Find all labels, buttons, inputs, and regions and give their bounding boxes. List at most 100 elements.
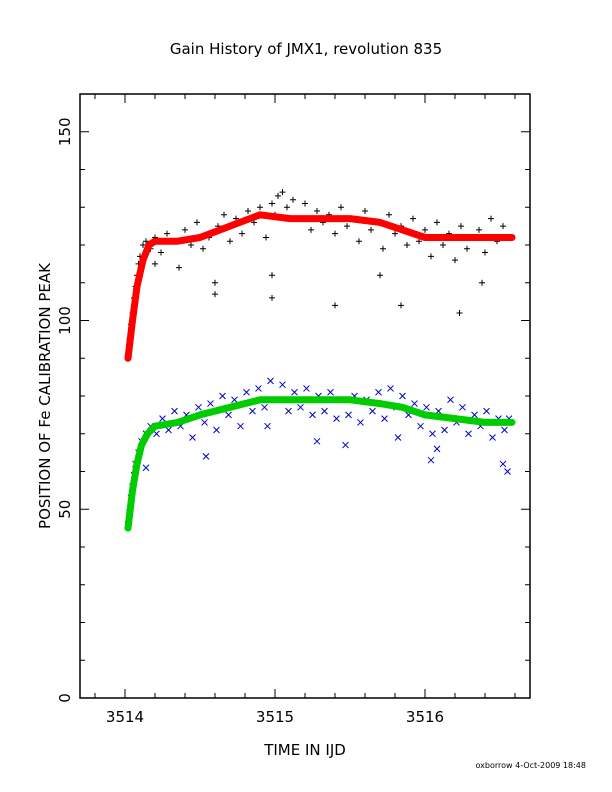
cross-marker-point	[321, 407, 328, 415]
cross-marker-point	[255, 385, 262, 392]
plus-marker-point	[275, 192, 281, 199]
cross-marker-point	[357, 419, 364, 426]
x-axis-label: TIME IN IJD	[263, 741, 346, 759]
cross-marker-point	[499, 460, 507, 468]
cross-marker-point	[267, 377, 274, 385]
cross-marker-point	[165, 426, 172, 434]
cross-marker-point	[303, 385, 310, 392]
plus-marker-point	[221, 211, 227, 218]
cross-marker-point	[501, 426, 508, 434]
plus-marker-point	[422, 226, 428, 233]
cross-marker-point	[202, 453, 210, 460]
cross-marker-point	[427, 456, 435, 464]
plus-marker-point	[176, 264, 182, 271]
cross-marker-point	[243, 388, 250, 396]
plus-marker-point	[377, 272, 383, 279]
plus-marker-point	[380, 245, 386, 252]
x-tick-label: 3514	[106, 708, 144, 726]
chart-title: Gain History of JMX1, revolution 835	[170, 40, 442, 58]
plus-marker-point	[212, 279, 218, 286]
cross-marker-point	[489, 434, 496, 441]
plus-marker-point	[410, 215, 416, 222]
plus-marker-point	[152, 260, 158, 267]
plus-marker-point	[212, 291, 218, 298]
cross-marker-point	[171, 407, 178, 415]
plus-marker-point	[500, 223, 506, 230]
plus-marker-point	[314, 208, 320, 215]
plus-marker-point	[476, 226, 482, 233]
cross-marker-point	[279, 381, 286, 389]
cross-marker-point	[342, 441, 349, 449]
cross-marker-point	[429, 430, 436, 438]
plus-marker-point	[245, 208, 251, 215]
footer-stamp: oxborrow 4-Oct-2009 18:48	[476, 761, 586, 770]
cross-marker-point	[394, 434, 402, 441]
cross-marker-point	[441, 426, 448, 434]
y-axis-ticks: 0 50 100 150	[56, 93, 530, 703]
plus-marker-point	[269, 272, 275, 279]
cross-marker-point	[459, 403, 466, 411]
plus-marker-point	[188, 242, 194, 248]
cross-marker-point	[411, 400, 418, 407]
plus-marker-point	[392, 230, 398, 237]
cross-marker-point	[471, 411, 478, 419]
plus-marker-point	[464, 245, 470, 252]
plus-marker-point	[308, 226, 314, 233]
plus-marker-point	[368, 226, 374, 233]
cross-marker-point	[159, 415, 166, 423]
plus-marker-point	[164, 230, 170, 237]
cross-marker-point	[297, 403, 304, 411]
fit-curves	[124, 211, 516, 532]
y-tick-label: 100	[56, 306, 74, 335]
cross-marker-point	[237, 422, 244, 430]
y-tick-label: 150	[56, 117, 74, 146]
plus-marker-point	[239, 230, 245, 237]
plus-marker-point	[290, 196, 296, 203]
plus-marker-point	[269, 294, 275, 301]
cross-marker-point	[447, 396, 454, 404]
cross-marker-point	[189, 434, 196, 441]
cross-marker-point	[195, 403, 202, 411]
cross-marker-point	[142, 464, 150, 472]
cross-marker-point	[313, 437, 321, 445]
plus-marker-point	[200, 245, 206, 252]
plus-marker-point	[302, 200, 308, 207]
plus-marker-point	[356, 238, 362, 245]
plus-marker-point	[434, 219, 440, 226]
cross-marker-point	[261, 403, 268, 411]
cross-marker-point	[433, 445, 441, 453]
plus-marker-point	[488, 215, 494, 222]
plus-marker-point	[194, 219, 200, 226]
cross-marker-point	[387, 385, 394, 392]
cross-marker-point	[225, 411, 232, 419]
plus-marker-point	[456, 309, 463, 316]
cross-marker-point	[291, 388, 298, 396]
cross-marker-point	[231, 396, 238, 404]
plus-marker-point	[182, 226, 188, 233]
cross-marker-point	[249, 407, 256, 415]
plus-marker-point	[386, 211, 392, 218]
plus-marker-point	[332, 302, 338, 309]
cross-marker-point	[213, 426, 220, 434]
cross-marker-point	[201, 419, 208, 426]
x-axis-ticks: 3514 3515 3516	[94, 94, 516, 726]
plus-marker-point	[158, 249, 164, 256]
y-axis-label: POSITION OF Fe CALIBRATION PEAK	[36, 262, 54, 529]
cross-marker-point	[219, 392, 226, 400]
cross-marker-point	[399, 392, 406, 400]
fit-curve-1	[124, 396, 516, 532]
cross-marker-point	[375, 388, 382, 396]
plot-frame	[79, 93, 531, 699]
cross-marker-point	[369, 407, 376, 415]
y-tick-label: 0	[56, 693, 74, 703]
plus-marker-point	[269, 200, 275, 207]
plus-marker-point	[452, 257, 458, 264]
plus-marker-point	[479, 279, 485, 286]
cross-marker-point	[504, 468, 511, 475]
cross-marker-point	[345, 411, 352, 419]
cross-marker-point	[381, 415, 388, 423]
cross-marker-point	[327, 388, 334, 396]
x-tick-label: 3516	[406, 708, 444, 726]
plus-marker-point	[332, 230, 338, 237]
